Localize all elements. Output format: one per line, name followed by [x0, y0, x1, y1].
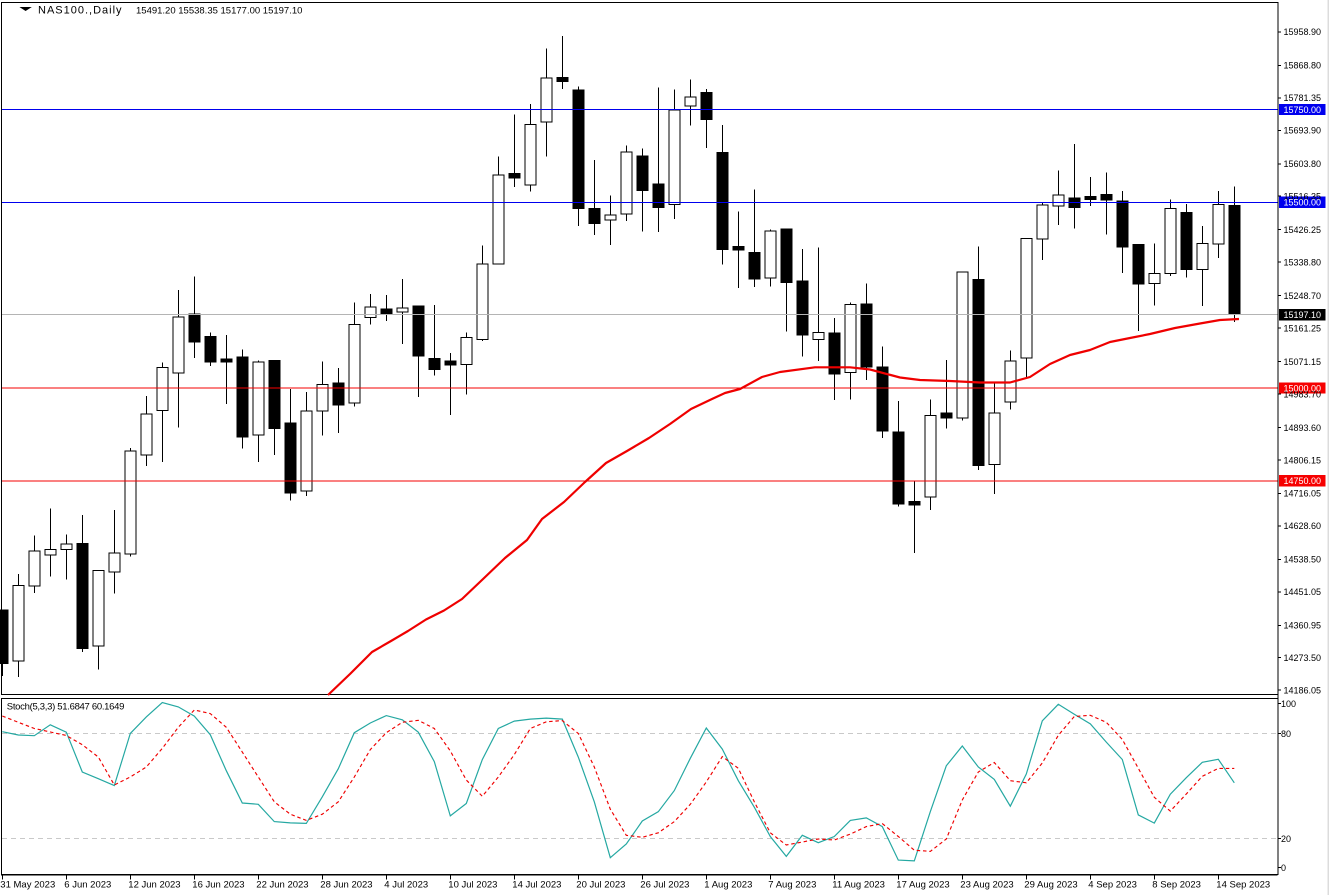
svg-text:6 Jun 2023: 6 Jun 2023: [64, 880, 111, 891]
svg-text:14538.50: 14538.50: [1284, 555, 1322, 565]
svg-text:NAS100.,Daily: NAS100.,Daily: [38, 5, 123, 17]
svg-text:17 Aug 2023: 17 Aug 2023: [896, 880, 949, 891]
svg-text:20 Jul 2023: 20 Jul 2023: [576, 880, 625, 891]
svg-text:14806.15: 14806.15: [1284, 455, 1322, 465]
svg-text:14628.60: 14628.60: [1284, 521, 1322, 531]
svg-text:0: 0: [1281, 863, 1286, 873]
svg-text:11 Aug 2023: 11 Aug 2023: [832, 880, 885, 891]
svg-text:7 Aug 2023: 7 Aug 2023: [768, 880, 816, 891]
svg-text:15693.90: 15693.90: [1284, 126, 1322, 136]
svg-text:8 Sep 2023: 8 Sep 2023: [1152, 880, 1201, 891]
svg-text:100: 100: [1281, 699, 1296, 709]
svg-text:16 Jun 2023: 16 Jun 2023: [192, 880, 244, 891]
svg-text:15750.00: 15750.00: [1284, 105, 1322, 115]
svg-text:20: 20: [1281, 834, 1291, 844]
svg-text:15500.00: 15500.00: [1284, 198, 1322, 208]
svg-text:10 Jul 2023: 10 Jul 2023: [448, 880, 497, 891]
svg-text:15958.90: 15958.90: [1284, 27, 1322, 37]
svg-text:15248.70: 15248.70: [1284, 291, 1322, 301]
svg-text:14360.95: 14360.95: [1284, 621, 1322, 631]
svg-text:15161.25: 15161.25: [1284, 323, 1322, 333]
svg-text:14716.05: 14716.05: [1284, 489, 1322, 499]
svg-text:Stoch(5,3,3) 51.6847 60.1649: Stoch(5,3,3) 51.6847 60.1649: [7, 702, 124, 713]
svg-text:14983.70: 14983.70: [1284, 389, 1322, 399]
svg-text:12 Jun 2023: 12 Jun 2023: [128, 880, 180, 891]
svg-text:15516.35: 15516.35: [1284, 192, 1322, 202]
svg-text:80: 80: [1281, 729, 1291, 739]
svg-text:14273.50: 14273.50: [1284, 653, 1322, 663]
svg-text:15426.25: 15426.25: [1284, 225, 1322, 235]
svg-text:31 May 2023: 31 May 2023: [0, 880, 55, 891]
svg-text:4 Sep 2023: 4 Sep 2023: [1088, 880, 1137, 891]
svg-text:15603.80: 15603.80: [1284, 159, 1322, 169]
svg-text:1 Aug 2023: 1 Aug 2023: [704, 880, 752, 891]
svg-text:29 Aug 2023: 29 Aug 2023: [1024, 880, 1077, 891]
svg-text:14750.00: 14750.00: [1284, 476, 1322, 486]
svg-text:14 Jul 2023: 14 Jul 2023: [512, 880, 561, 891]
svg-text:15197.10: 15197.10: [1284, 310, 1322, 320]
svg-text:4 Jul 2023: 4 Jul 2023: [384, 880, 428, 891]
svg-text:15491.20 15538.35 15177.00 151: 15491.20 15538.35 15177.00 15197.10: [136, 6, 302, 17]
svg-text:14186.05: 14186.05: [1284, 686, 1322, 696]
svg-text:15071.15: 15071.15: [1284, 357, 1322, 367]
svg-text:28 Jun 2023: 28 Jun 2023: [320, 880, 372, 891]
svg-text:15338.80: 15338.80: [1284, 258, 1322, 268]
svg-text:23 Aug 2023: 23 Aug 2023: [960, 880, 1013, 891]
svg-text:22 Jun 2023: 22 Jun 2023: [256, 880, 308, 891]
svg-text:14451.05: 14451.05: [1284, 587, 1322, 597]
svg-text:14893.60: 14893.60: [1284, 423, 1322, 433]
svg-text:26 Jul 2023: 26 Jul 2023: [640, 880, 689, 891]
svg-text:15781.35: 15781.35: [1284, 93, 1322, 103]
svg-text:15000.00: 15000.00: [1284, 383, 1322, 393]
svg-text:14 Sep 2023: 14 Sep 2023: [1216, 880, 1270, 891]
svg-text:15868.80: 15868.80: [1284, 61, 1322, 71]
